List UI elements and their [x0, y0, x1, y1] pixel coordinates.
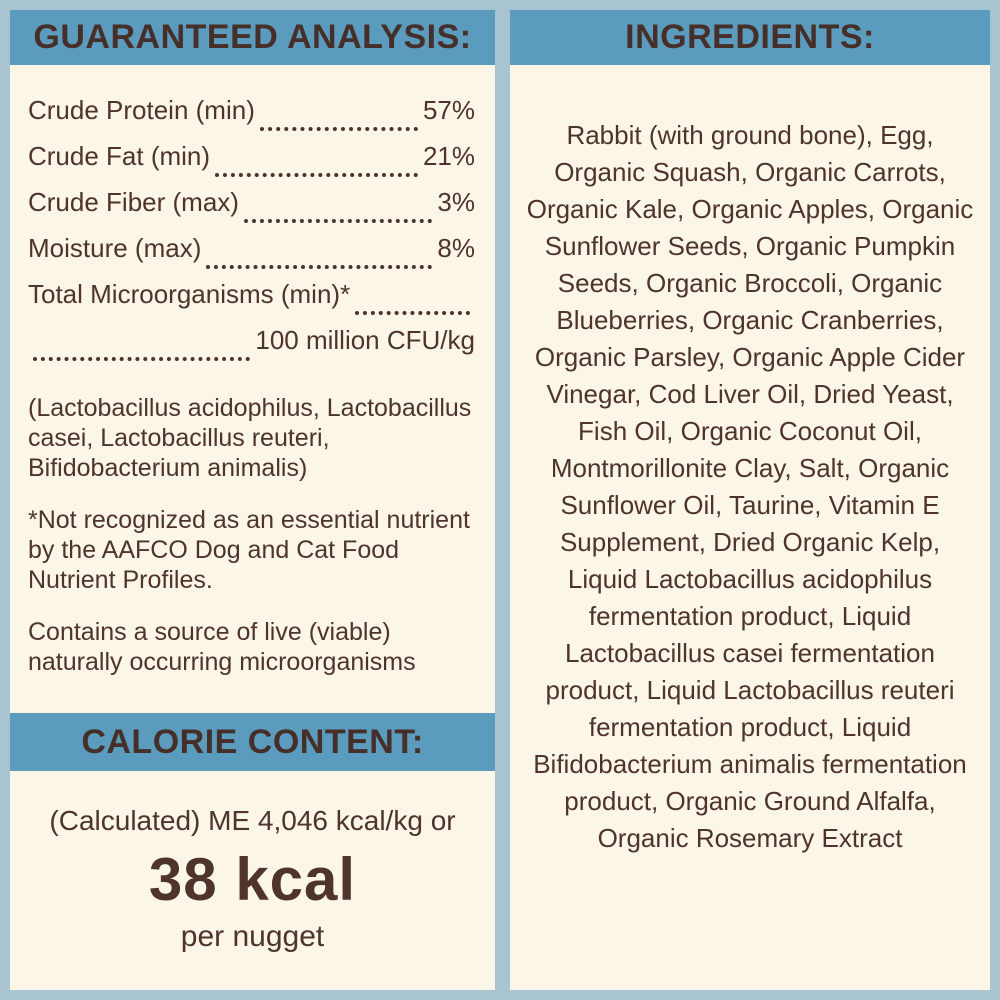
calorie-calculation-line: (Calculated) ME 4,046 kcal/kg or	[49, 805, 456, 836]
microorganisms-value: 100 million CFU/kg	[255, 325, 475, 355]
ingredients-title: INGREDIENTS:	[625, 18, 875, 56]
guaranteed-analysis-body: Crude Protein (min) 57% Crude Fat (min) …	[10, 65, 495, 713]
guaranteed-analysis-panel: GUARANTEED ANALYSIS: Crude Protein (min)…	[10, 10, 495, 990]
live-microorganisms-note: Contains a source of live (viable) natur…	[28, 618, 416, 676]
dotted-leader	[33, 357, 251, 361]
analysis-row-value: 8%	[437, 233, 475, 263]
ingredients-text: Rabbit (with ground bone), Egg, Organic …	[526, 120, 974, 853]
calorie-content-body: (Calculated) ME 4,046 kcal/kg or 38 kcal…	[10, 771, 495, 990]
dotted-leader	[355, 311, 470, 315]
analysis-row: Total Microorganisms (min)*	[28, 279, 475, 325]
analysis-row-value: 57%	[422, 95, 475, 125]
dotted-leader	[206, 265, 433, 269]
analysis-row-label: Crude Protein (min)	[28, 95, 255, 125]
analysis-row-value: 3%	[437, 187, 475, 217]
analysis-row: Crude Fiber (max) 3%	[28, 187, 475, 233]
dotted-leader	[259, 127, 418, 131]
calorie-content-title: CALORIE CONTENT:	[81, 722, 424, 761]
microorganism-species-note: (Lactobacillus acidophilus, Lactobacillu…	[28, 394, 472, 482]
analysis-row-label: Crude Fat (min)	[28, 141, 211, 171]
aafco-footnote: *Not recognized as an essential nutrient…	[28, 506, 470, 594]
dotted-leader	[243, 219, 433, 223]
analysis-row-continuation: 100 million CFU/kg	[28, 325, 475, 371]
calorie-value: 38 kcal	[148, 846, 357, 913]
calorie-unit: per nugget	[180, 920, 325, 953]
analysis-row-label: Total Microorganisms (min)*	[28, 279, 351, 309]
ingredients-header: INGREDIENTS:	[510, 10, 990, 65]
analysis-row: Crude Fat (min) 21%	[28, 141, 475, 187]
ingredients-panel: INGREDIENTS: Rabbit (with ground bone), …	[510, 10, 990, 990]
guaranteed-analysis-header: GUARANTEED ANALYSIS:	[10, 10, 495, 65]
guaranteed-analysis-title: GUARANTEED ANALYSIS:	[33, 18, 472, 56]
analysis-row-label: Crude Fiber (max)	[28, 187, 239, 217]
analysis-row-label: Moisture (max)	[28, 233, 202, 263]
dotted-leader	[215, 173, 418, 177]
analysis-row-value: 21%	[422, 141, 475, 171]
calorie-content-header: CALORIE CONTENT:	[10, 713, 495, 771]
analysis-row: Crude Protein (min) 57%	[28, 95, 475, 141]
analysis-row: Moisture (max) 8%	[28, 233, 475, 279]
ingredients-body: Rabbit (with ground bone), Egg, Organic …	[510, 65, 990, 990]
